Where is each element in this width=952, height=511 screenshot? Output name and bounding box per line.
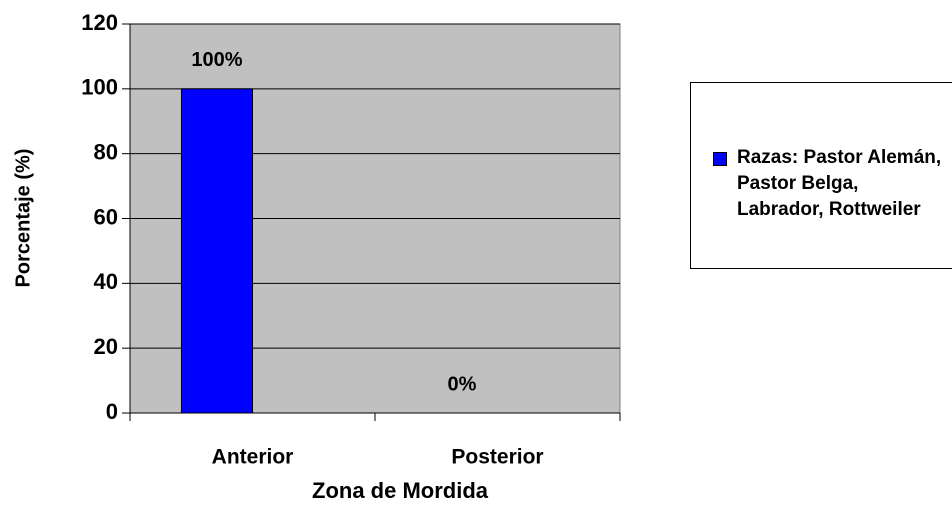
legend-swatch [713, 152, 727, 166]
legend-label: Razas: Pastor Alemán, Pastor Belga, Labr… [737, 147, 942, 220]
y-tick-label: 100 [81, 75, 118, 100]
y-tick-label: 20 [94, 334, 118, 359]
y-tick-label: 120 [81, 10, 118, 35]
y-tick-label: 60 [94, 204, 118, 229]
y-tick-label: 0 [106, 399, 118, 424]
data-label: 0% [448, 373, 477, 395]
x-axis-title: Zona de Mordida [312, 478, 489, 503]
data-label: 100% [191, 49, 242, 71]
bar [180, 88, 253, 414]
y-axis-title: Porcentaje (%) [12, 149, 34, 288]
y-tick-label: 80 [94, 139, 118, 164]
x-tick-label: Posterior [451, 446, 543, 469]
x-tick-label: Anterior [212, 446, 294, 469]
y-tick-label: 40 [94, 269, 118, 294]
legend: Razas: Pastor Alemán, Pastor Belga, Labr… [690, 82, 952, 269]
